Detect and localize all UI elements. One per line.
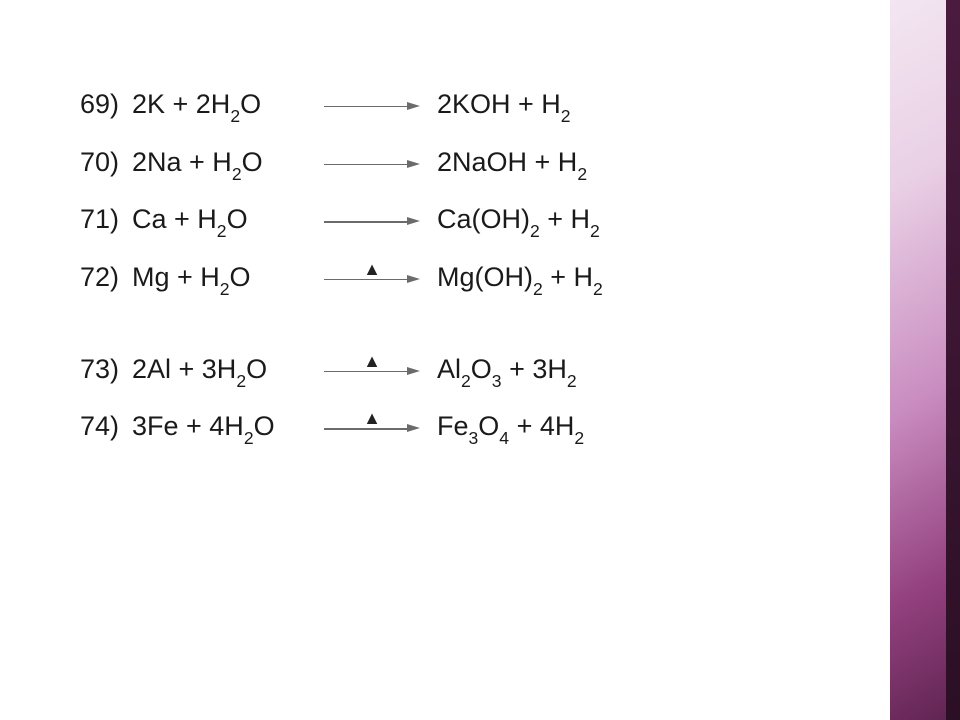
arrow-cell: ▲ <box>307 362 437 380</box>
heat-icon: ▲ <box>363 352 381 372</box>
equation-row: 74) 3Fe + 4H2O ▲ Fe3O4 + 4H2 <box>80 412 603 442</box>
equation-row: 70)2Na + H2O 2NaOH + H2 <box>80 148 603 178</box>
reaction-arrow <box>324 212 420 230</box>
equation-reactants: 2K + 2H2O <box>132 90 307 120</box>
equation-row: 73)2Al + 3H2O ▲ Al2O3 + 3H2 <box>80 355 603 385</box>
heat-icon: ▲ <box>363 260 381 280</box>
arrow-cell: ▲ <box>307 270 437 288</box>
reaction-arrow: ▲ <box>324 362 420 380</box>
equation-reactants: 2Na + H2O <box>132 148 307 178</box>
arrow-cell <box>307 97 437 115</box>
equation-products: 2NaOH + H2 <box>437 148 587 178</box>
equation-number: 69) <box>80 90 132 120</box>
equation-number: 71) <box>80 205 132 235</box>
equation-row: 72)Mg + H2O ▲ Mg(OH)2 + H2 <box>80 263 603 293</box>
accent-dark-strip <box>946 0 960 720</box>
reaction-arrow: ▲ <box>324 419 420 437</box>
equation-reactants: Ca + H2O <box>132 205 307 235</box>
equation-products: 2KOH + H2 <box>437 90 571 120</box>
equation-number: 70) <box>80 148 132 178</box>
arrow-cell: ▲ <box>307 419 437 437</box>
reaction-arrow: ▲ <box>324 270 420 288</box>
arrow-cell <box>307 155 437 173</box>
equation-reactants: 3Fe + 4H2O <box>132 412 307 442</box>
equation-products: Al2O3 + 3H2 <box>437 355 577 385</box>
equation-products: Ca(OH)2 + H2 <box>437 205 600 235</box>
reaction-arrow <box>324 155 420 173</box>
accent-bar <box>890 0 960 720</box>
equation-row: 71)Ca + H2O Ca(OH)2 + H2 <box>80 205 603 235</box>
equation-number: 72) <box>80 263 132 293</box>
equations-list: 69)2K + 2H2O 2KOH + H2 70)2Na + H2O 2NaOH… <box>80 90 603 470</box>
reaction-arrow <box>324 97 420 115</box>
arrow-cell <box>307 212 437 230</box>
equation-reactants: 2Al + 3H2O <box>132 355 307 385</box>
equation-number: 73) <box>80 355 132 385</box>
heat-icon: ▲ <box>363 409 381 429</box>
equation-products: Fe3O4 + 4H2 <box>437 412 584 442</box>
equation-row: 69)2K + 2H2O 2KOH + H2 <box>80 90 603 120</box>
equation-number: 74) <box>80 412 132 442</box>
equation-products: Mg(OH)2 + H2 <box>437 263 603 293</box>
equation-reactants: Mg + H2O <box>132 263 307 293</box>
